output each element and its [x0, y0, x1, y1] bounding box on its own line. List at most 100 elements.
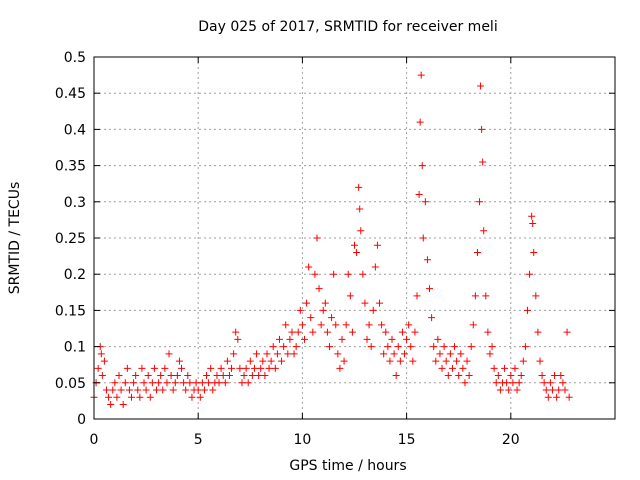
data-point	[405, 321, 413, 329]
y-axis-label: SRMTID / TECUs	[7, 182, 23, 295]
data-point	[98, 372, 106, 380]
data-point	[453, 357, 461, 365]
data-point	[561, 386, 569, 394]
data-point	[175, 357, 183, 365]
data-point	[107, 401, 115, 409]
data-point	[223, 357, 231, 365]
data-point	[390, 350, 398, 358]
data-point	[394, 343, 402, 351]
data-point	[530, 248, 538, 256]
data-point	[330, 270, 338, 278]
data-point	[438, 364, 446, 372]
data-point	[169, 386, 177, 394]
data-point	[246, 357, 254, 365]
data-point	[230, 350, 238, 358]
data-point	[284, 350, 292, 358]
data-point	[376, 299, 384, 307]
data-point	[182, 386, 190, 394]
data-point	[228, 364, 236, 372]
data-point	[144, 372, 152, 380]
data-point	[538, 372, 546, 380]
data-point	[513, 386, 521, 394]
data-point	[546, 379, 554, 387]
data-point	[494, 372, 502, 380]
data-point	[392, 372, 400, 380]
data-point	[323, 328, 331, 336]
data-points	[90, 71, 573, 409]
data-point	[346, 292, 354, 300]
x-axis-label: GPS time / hours	[289, 458, 406, 474]
data-point	[542, 386, 550, 394]
data-point	[515, 379, 523, 387]
y-tick-label: 0.35	[55, 159, 86, 175]
data-point	[119, 401, 127, 409]
data-point	[373, 241, 381, 249]
x-tick-label: 20	[502, 432, 520, 448]
data-point	[419, 234, 427, 242]
data-point	[163, 379, 171, 387]
data-point	[359, 270, 367, 278]
data-point	[288, 328, 296, 336]
data-point	[348, 328, 356, 336]
data-point	[440, 343, 448, 351]
data-point	[459, 364, 467, 372]
data-point	[507, 372, 515, 380]
data-point	[186, 379, 194, 387]
data-point	[334, 350, 342, 358]
data-point	[344, 270, 352, 278]
data-point	[134, 386, 142, 394]
data-point	[244, 379, 252, 387]
data-point	[198, 379, 206, 387]
data-point	[457, 350, 465, 358]
data-point	[305, 263, 313, 271]
data-point	[469, 321, 477, 329]
data-point	[207, 364, 215, 372]
data-point	[401, 350, 409, 358]
data-point	[451, 343, 459, 351]
data-point	[311, 270, 319, 278]
data-point	[242, 364, 250, 372]
data-point	[426, 285, 434, 293]
data-point	[150, 364, 158, 372]
data-point	[97, 350, 105, 358]
data-point	[417, 71, 425, 79]
data-point	[369, 306, 377, 314]
data-point	[413, 292, 421, 300]
data-point	[388, 335, 396, 343]
data-point	[259, 357, 267, 365]
data-point	[236, 364, 244, 372]
data-point	[540, 379, 548, 387]
data-point	[205, 379, 213, 387]
data-point	[261, 372, 269, 380]
data-point	[317, 321, 325, 329]
x-tick-label: 5	[194, 432, 203, 448]
data-point	[309, 328, 317, 336]
data-point	[286, 335, 294, 343]
data-point	[278, 357, 286, 365]
data-point	[123, 364, 131, 372]
data-point	[488, 343, 496, 351]
data-point	[448, 364, 456, 372]
data-point	[398, 328, 406, 336]
data-point	[303, 299, 311, 307]
data-point	[313, 234, 321, 242]
data-point	[446, 350, 454, 358]
data-point	[432, 357, 440, 365]
data-point	[355, 183, 363, 191]
y-tick-label: 0.5	[64, 50, 86, 66]
data-point	[159, 386, 167, 394]
data-point	[557, 372, 565, 380]
data-point	[384, 343, 392, 351]
data-point	[332, 321, 340, 329]
data-point	[271, 364, 279, 372]
data-point	[161, 364, 169, 372]
data-point	[117, 386, 125, 394]
y-tick-label: 0.15	[55, 303, 86, 319]
data-point	[486, 350, 494, 358]
x-tick-label: 0	[90, 432, 99, 448]
data-point	[142, 386, 150, 394]
y-tick-label: 0.4	[64, 122, 86, 138]
data-point	[548, 386, 556, 394]
data-point	[544, 393, 552, 401]
data-point	[319, 306, 327, 314]
